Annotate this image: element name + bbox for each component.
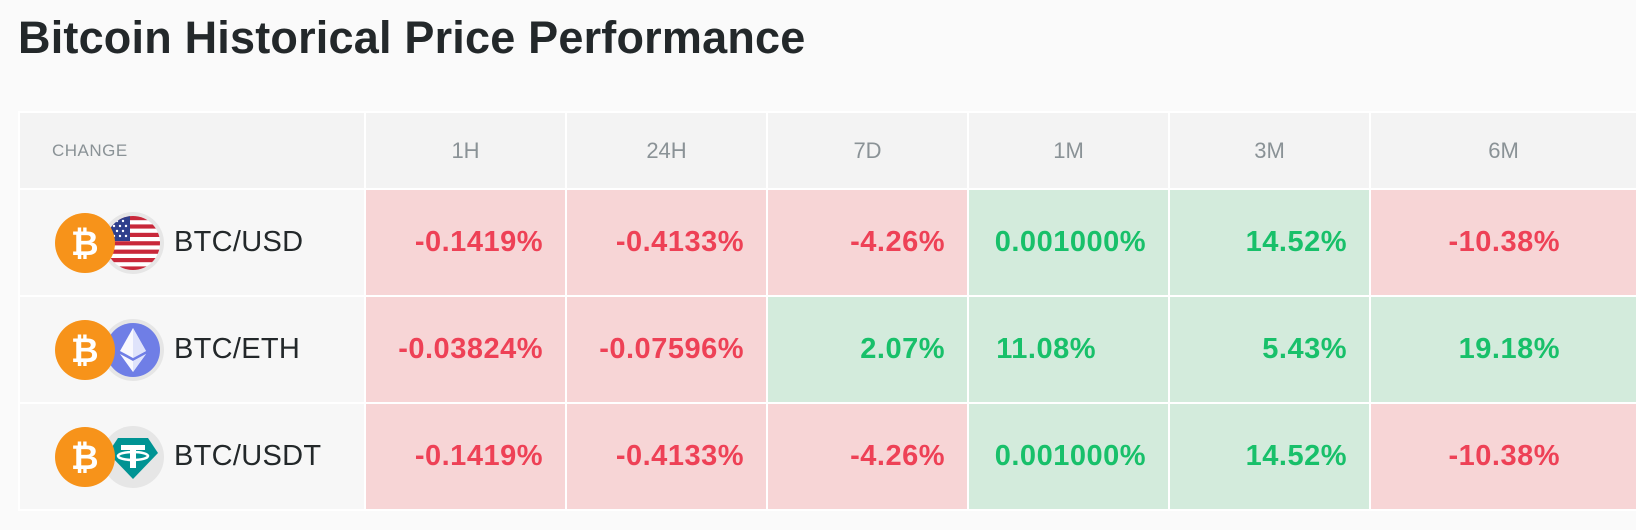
change-1m-cell: 0.001000% (967, 402, 1170, 511)
table-row: ₿ BTC/ETH -0.03824% -0.07596% 2.07% 11.0… (18, 295, 1636, 404)
change-1h-cell: -0.03824% (364, 295, 567, 404)
table-header-row: CHANGE 1H 24H 7D 1M 3M 6M (18, 111, 1636, 190)
pair-cell[interactable]: ₿ BTC/USDT (18, 402, 366, 511)
table-row: ₿ BTC/USD -0.1419% -0.4133% -4.26% 0.001… (18, 188, 1636, 297)
pair-icons: ₿ (52, 317, 170, 383)
change-6m-cell: -10.38% (1369, 402, 1636, 511)
column-header-24h: 24H (565, 111, 768, 190)
column-header-1h: 1H (364, 111, 567, 190)
svg-text:₿: ₿ (71, 438, 99, 478)
pair-link[interactable]: ₿ BTC/USDT (52, 424, 364, 490)
pair-label: BTC/USD (174, 226, 304, 258)
change-24h-cell: -0.4133% (565, 188, 768, 297)
pair-cell[interactable]: ₿ BTC/ETH (18, 295, 366, 404)
change-7d-cell: 2.07% (766, 295, 969, 404)
change-24h-cell: -0.07596% (565, 295, 768, 404)
column-header-6m: 6M (1369, 111, 1636, 190)
change-1h-cell: -0.1419% (364, 402, 567, 511)
price-performance-table: CHANGE 1H 24H 7D 1M 3M 6M (18, 111, 1636, 511)
bitcoin-icon: ₿ (55, 426, 115, 487)
bitcoin-icon: ₿ (55, 212, 115, 273)
table-row: ₿ BTC/USDT -0.1419% -0.4133% -4.26% 0.00… (18, 402, 1636, 511)
column-header-1m: 1M (967, 111, 1170, 190)
change-3m-cell: 5.43% (1168, 295, 1371, 404)
page-title: Bitcoin Historical Price Performance (18, 12, 806, 63)
tether-icon (102, 425, 164, 488)
column-header-7d: 7D (766, 111, 969, 190)
column-header-change: CHANGE (18, 111, 366, 190)
change-1m-cell: 11.08% (967, 295, 1170, 404)
pair-icons: ₿ (52, 210, 170, 276)
change-1h-cell: -0.1419% (364, 188, 567, 297)
change-1m-cell: 0.001000% (967, 188, 1170, 297)
pair-cell[interactable]: ₿ BTC/USD (18, 188, 366, 297)
pair-icons: ₿ (52, 424, 170, 490)
svg-text:₿: ₿ (71, 224, 99, 264)
change-24h-cell: -0.4133% (565, 402, 768, 511)
pair-label: BTC/USDT (174, 440, 322, 472)
change-6m-cell: -10.38% (1369, 188, 1636, 297)
pair-link[interactable]: ₿ BTC/USD (52, 210, 364, 276)
change-3m-cell: 14.52% (1168, 188, 1371, 297)
change-7d-cell: -4.26% (766, 188, 969, 297)
change-6m-cell: 19.18% (1369, 295, 1636, 404)
change-7d-cell: -4.26% (766, 402, 969, 511)
column-header-3m: 3M (1168, 111, 1371, 190)
change-3m-cell: 14.52% (1168, 402, 1371, 511)
pair-label: BTC/ETH (174, 333, 301, 365)
ethereum-icon (102, 318, 164, 381)
bitcoin-icon: ₿ (55, 319, 115, 380)
pair-link[interactable]: ₿ BTC/ETH (52, 317, 364, 383)
svg-text:₿: ₿ (71, 331, 99, 371)
